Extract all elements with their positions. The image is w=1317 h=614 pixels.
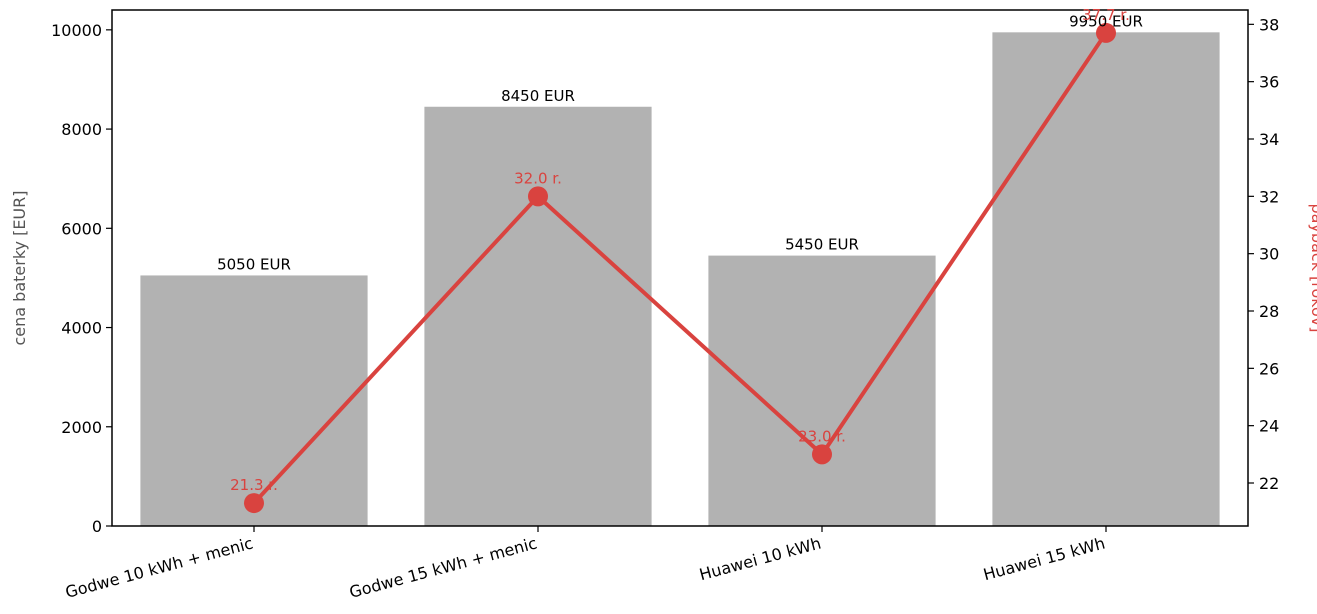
bar-value-label: 8450 EUR bbox=[501, 87, 575, 105]
plot-frame bbox=[111, 9, 1249, 527]
bar-value-label: 9950 EUR bbox=[1069, 12, 1143, 30]
y-tick-label: 4000 bbox=[61, 319, 102, 338]
x-tick-label: Godwe 10 kWh + menic bbox=[63, 534, 255, 602]
y2-tick-label: 30 bbox=[1259, 245, 1279, 264]
y2-tick-label: 38 bbox=[1259, 15, 1279, 34]
payback-point-label: 21.3 r. bbox=[230, 476, 278, 494]
payback-point-label: 37.7 r. bbox=[1082, 6, 1130, 24]
y-axis-title: cena baterky [EUR] bbox=[10, 191, 29, 346]
payback-point bbox=[244, 493, 264, 514]
payback-point bbox=[1096, 22, 1116, 43]
bar-value-label: 5450 EUR bbox=[785, 236, 859, 254]
payback-point-label: 32.0 r. bbox=[514, 169, 562, 187]
x-tick-label: Huawei 15 kWh bbox=[981, 534, 1107, 585]
y2-tick-label: 34 bbox=[1259, 130, 1279, 149]
y2-axis-title: payback [rokov] bbox=[1308, 204, 1317, 333]
y2-tick-label: 24 bbox=[1259, 417, 1279, 436]
payback-line-layer bbox=[244, 22, 1116, 514]
bar bbox=[424, 106, 652, 526]
y2-tick-label: 28 bbox=[1259, 302, 1279, 321]
y-tick-label: 2000 bbox=[61, 418, 102, 437]
y-tick-label: 6000 bbox=[61, 219, 102, 238]
x-tick-label: Huawei 10 kWh bbox=[697, 534, 823, 585]
bar bbox=[140, 275, 368, 526]
bar-value-label: 5050 EUR bbox=[217, 255, 291, 273]
y2-tick-label: 26 bbox=[1259, 359, 1279, 378]
payback-point-label: 23.0 r. bbox=[798, 427, 846, 445]
y-tick-label: 10000 bbox=[51, 21, 102, 40]
payback-point bbox=[528, 186, 548, 207]
y2-tick-label: 36 bbox=[1259, 73, 1279, 92]
y2-tick-label: 22 bbox=[1259, 474, 1279, 493]
payback-point bbox=[812, 444, 832, 465]
bar bbox=[708, 255, 936, 526]
bars-layer bbox=[140, 32, 1220, 526]
payback-line bbox=[252, 31, 1108, 505]
y-tick-label: 0 bbox=[92, 517, 102, 536]
bar bbox=[992, 32, 1220, 526]
y-tick-label: 8000 bbox=[61, 120, 102, 139]
labels-layer: 5050 EUR 8450 EUR 5450 EUR 9950 EUR 21.3 r. 3… bbox=[217, 6, 1143, 494]
y2-tick-label: 32 bbox=[1259, 187, 1279, 206]
x-tick-label: Godwe 15 kWh + menic bbox=[347, 534, 539, 602]
